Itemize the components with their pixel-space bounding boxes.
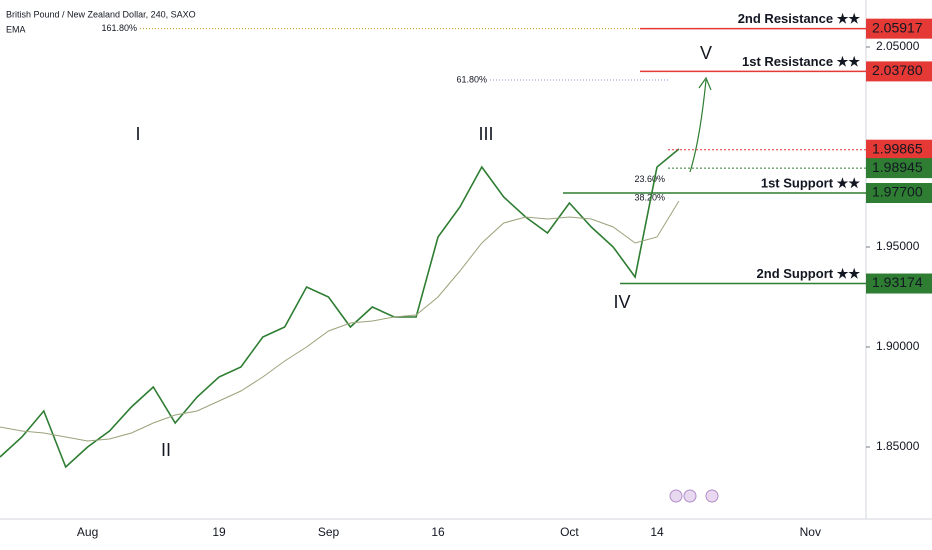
level-label: 1st Resistance ★★ [742,54,860,69]
y-tick-label: 1.90000 [876,339,920,353]
fib-label: 38.20% [634,192,665,202]
x-tick-label: 19 [212,525,226,539]
fib-label: 161.80% [101,23,137,33]
price-tag-label: 1.99865 [872,140,923,156]
x-tick-label: 16 [431,525,445,539]
x-tick-label: Nov [800,525,821,539]
ema-line [0,200,680,442]
price-tag-label: 1.98945 [872,159,923,175]
level-label: 1st Support ★★ [761,175,860,190]
price-tag [866,158,932,179]
price-tag-label: 2.05917 [872,19,923,35]
wave-label: II [161,440,171,460]
wave-label: V [700,43,712,63]
wave-label: IV [613,292,630,312]
price-tag-label: 1.93174 [872,274,923,290]
price-tag-label: 1.97700 [872,184,923,200]
price-tag [866,139,932,160]
projection-arrow [689,76,712,173]
y-tick-label: 1.85000 [876,439,920,453]
fib-label: 23.60% [634,174,665,184]
wave-label: I [135,124,140,144]
level-label: 2nd Support ★★ [757,266,861,281]
y-tick-label: 2.05000 [876,39,920,53]
price-tag-label: 2.03780 [872,62,923,78]
x-tick-label: Oct [560,525,579,539]
event-icons [669,489,719,503]
wave-label: III [478,124,493,144]
price-tag [866,61,932,82]
price-tag [866,183,932,203]
x-tick-label: Aug [77,525,98,539]
fib-label: 61.80% [456,74,487,84]
y-tick-label: 1.95000 [876,239,920,253]
price-tag [866,273,932,294]
x-tick-label: Sep [318,525,340,539]
level-label: 2nd Resistance ★★ [738,11,861,26]
indicator-label: EMA [6,24,26,34]
price-tag [866,18,932,39]
x-tick-label: 14 [650,525,664,539]
chart-title: British Pound / New Zealand Dollar, 240,… [6,9,196,19]
price-line [0,148,680,469]
